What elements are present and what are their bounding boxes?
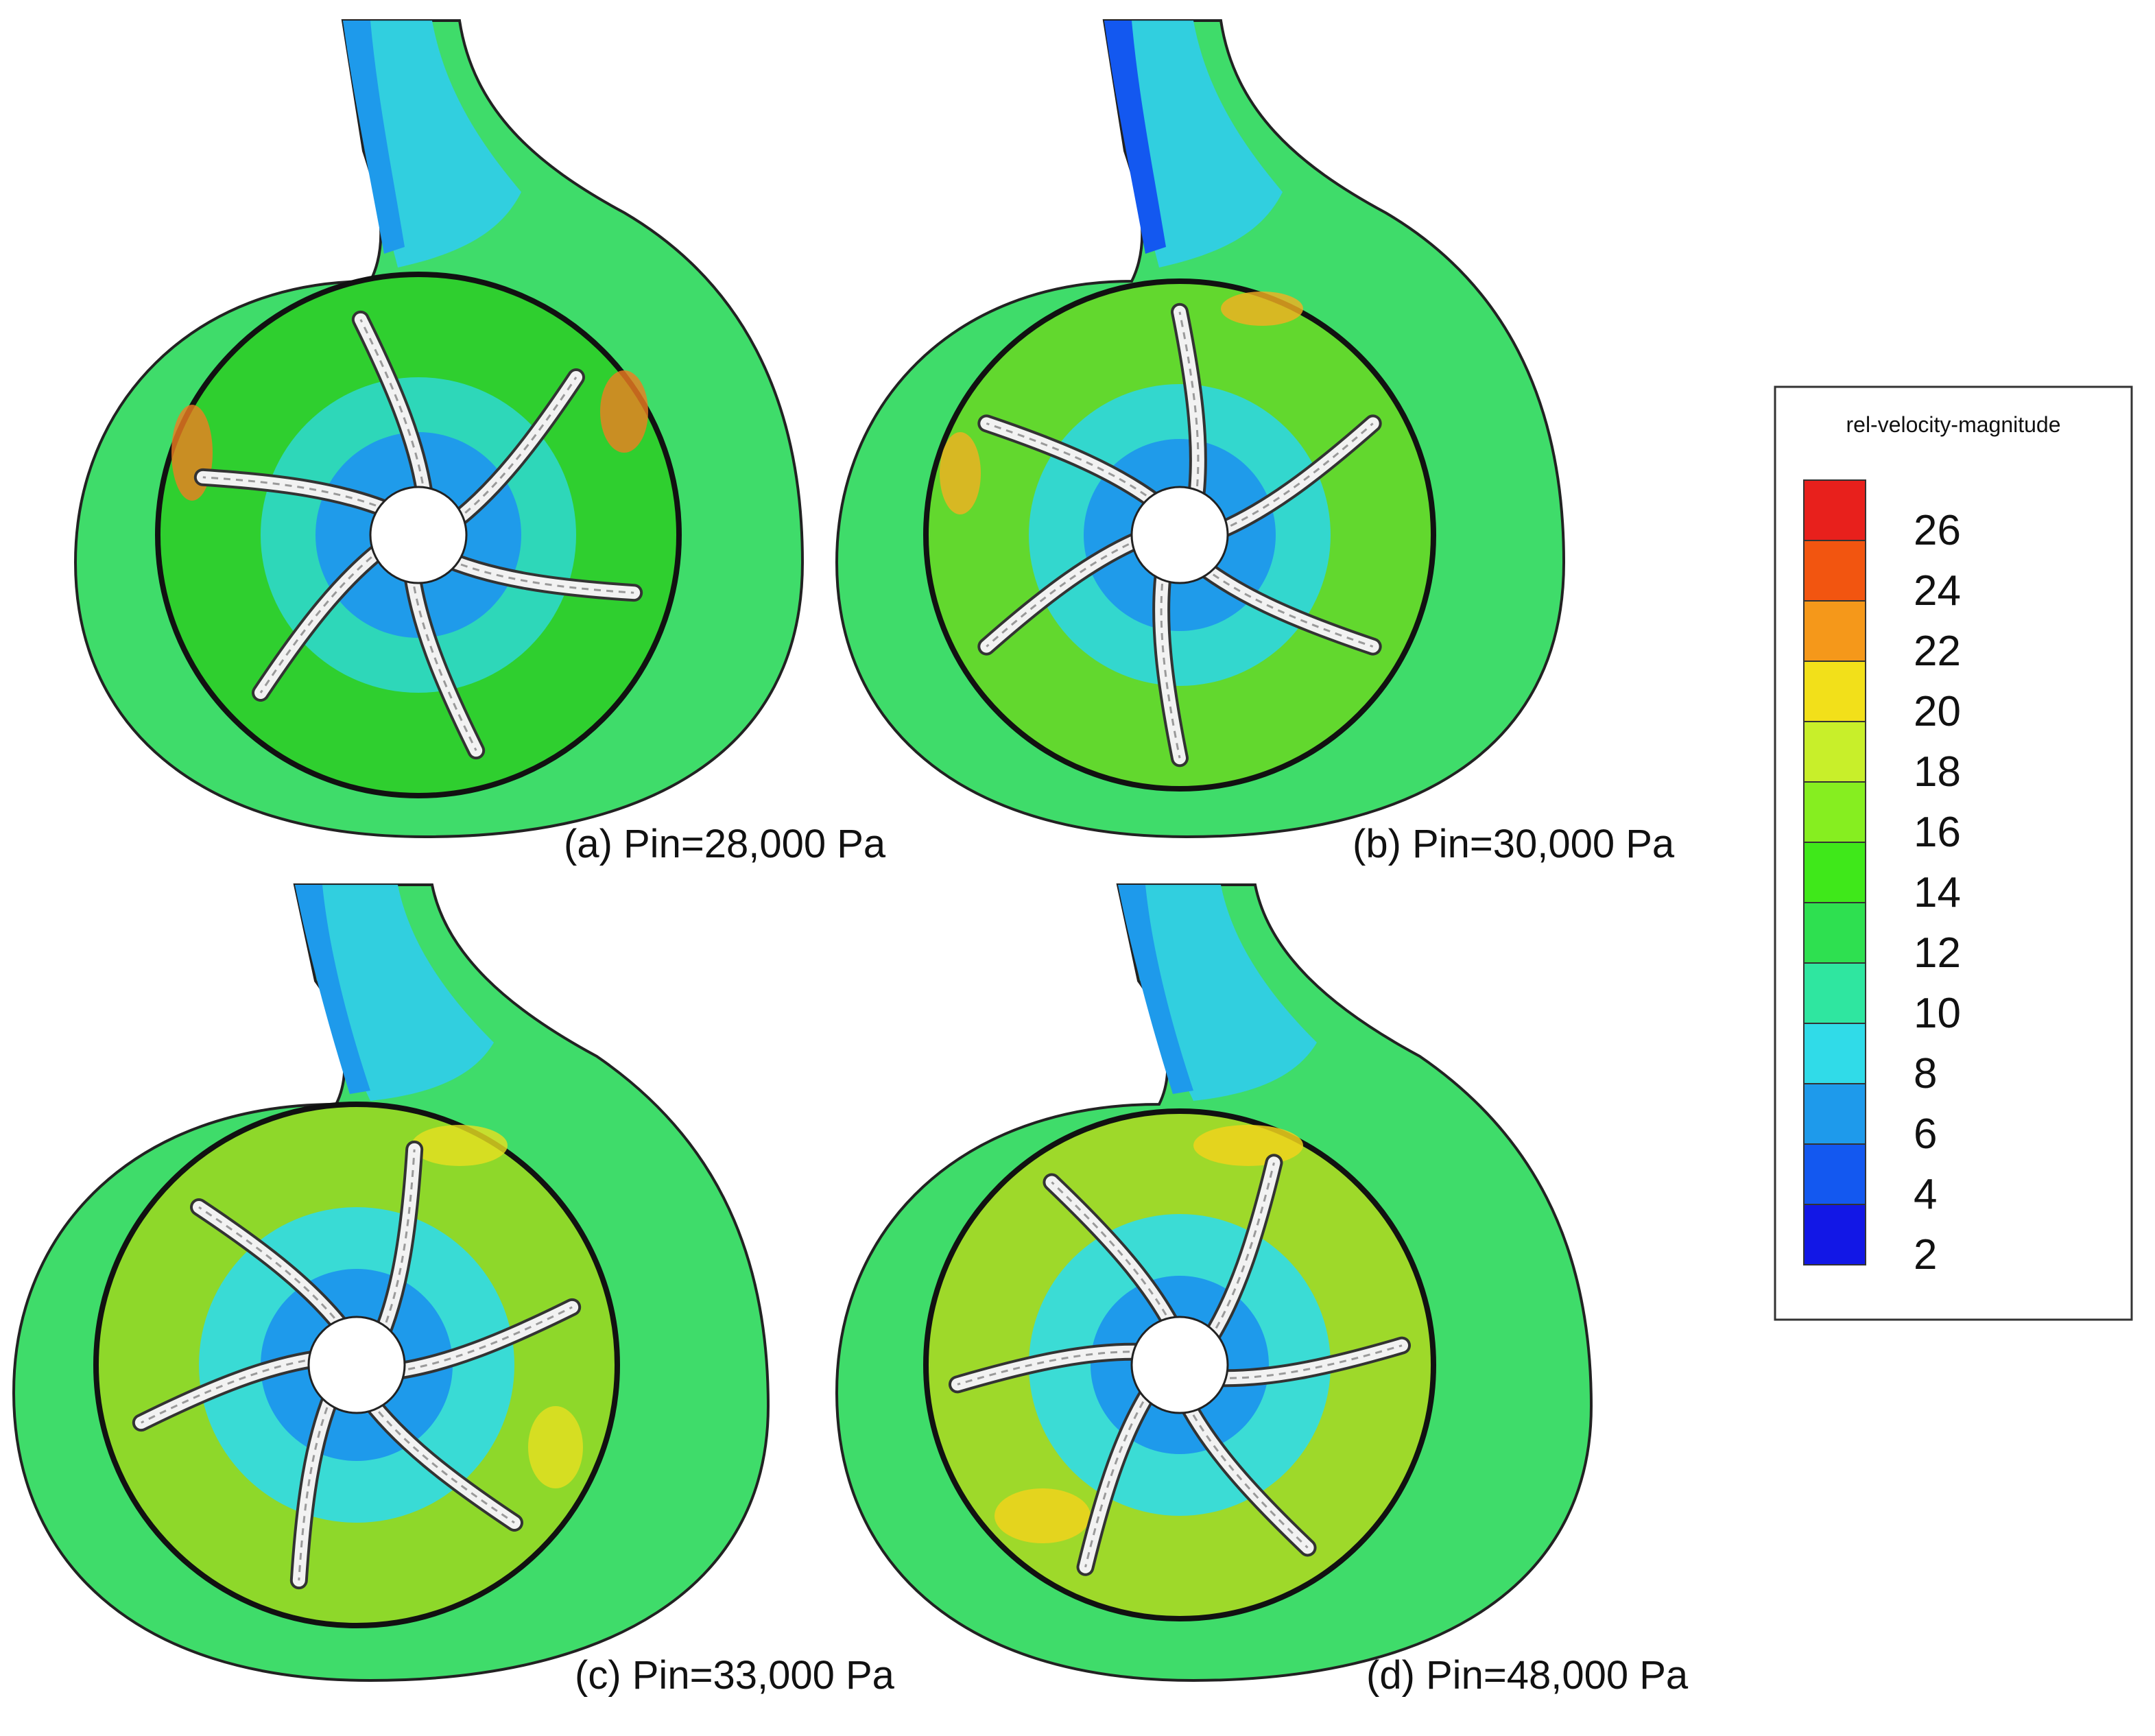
legend-tick-label: 24 (1914, 567, 1961, 615)
hub-eye (1130, 1316, 1229, 1414)
panel-b (835, 19, 1566, 839)
legend-swatch (1803, 721, 1866, 783)
legend-tick-label: 26 (1914, 507, 1961, 554)
legend-tick-label: 8 (1914, 1050, 1937, 1097)
outlet-edge (343, 21, 405, 254)
legend-swatch (1803, 600, 1866, 662)
legend-swatch (1803, 1083, 1866, 1145)
hot-spot (995, 1488, 1091, 1543)
hub-eye (369, 486, 468, 584)
caption-b: (b) Pin=30,000 Pa (1353, 822, 1675, 866)
hot-spot (1221, 292, 1303, 326)
legend-swatch (1803, 479, 1866, 541)
legend-title: rel-velocity-magnitude (1846, 412, 2060, 437)
legend-tick-label: 20 (1914, 688, 1961, 735)
outlet-edge (1104, 21, 1166, 254)
legend-swatch (1803, 1023, 1866, 1084)
legend-swatch (1803, 1204, 1866, 1265)
legend-swatch (1803, 781, 1866, 843)
legend-swatch (1803, 962, 1866, 1024)
legend-tick-label: 4 (1914, 1171, 1937, 1218)
hot-spot (940, 432, 981, 514)
legend-tick-label: 2 (1914, 1231, 1937, 1279)
outlet-edge (1118, 885, 1193, 1094)
panel-d (835, 883, 1593, 1683)
hot-spot (528, 1406, 583, 1488)
caption-d: (d) Pin=48,000 Pa (1366, 1653, 1689, 1698)
hub-eye (1130, 486, 1229, 584)
legend-tick-label: 12 (1914, 929, 1961, 977)
panel-c (12, 883, 770, 1683)
outlet-core (295, 885, 494, 1101)
legend-tick-label: 10 (1914, 990, 1961, 1037)
hot-spot (412, 1125, 508, 1166)
outlet-core (1118, 885, 1317, 1101)
legend-swatch (1803, 902, 1866, 964)
caption-a: (a) Pin=28,000 Pa (564, 822, 886, 866)
outlet-edge (295, 885, 370, 1094)
legend-tick-label: 6 (1914, 1110, 1937, 1158)
legend-tick-label: 16 (1914, 809, 1961, 856)
panel-a (73, 19, 805, 839)
hot-spot (600, 370, 648, 453)
legend-swatch (1803, 1143, 1866, 1205)
legend-colorbar (1803, 479, 1866, 1265)
legend-tick-label: 14 (1914, 869, 1961, 916)
caption-c: (c) Pin=33,000 Pa (575, 1653, 895, 1698)
legend-tick-label: 18 (1914, 748, 1961, 796)
hot-spot (1193, 1125, 1303, 1166)
legend-swatch (1803, 661, 1866, 722)
legend: rel-velocity-magnitude 26242220181614121… (1774, 385, 2133, 1321)
legend-ticks: 26 24 22 20 18 16 14 12 10 8 6 4 2 (1914, 507, 1961, 1279)
legend-tick-label: 22 (1914, 628, 1961, 675)
legend-swatch (1803, 540, 1866, 602)
hub-eye (307, 1316, 406, 1414)
legend-swatch (1803, 842, 1866, 903)
